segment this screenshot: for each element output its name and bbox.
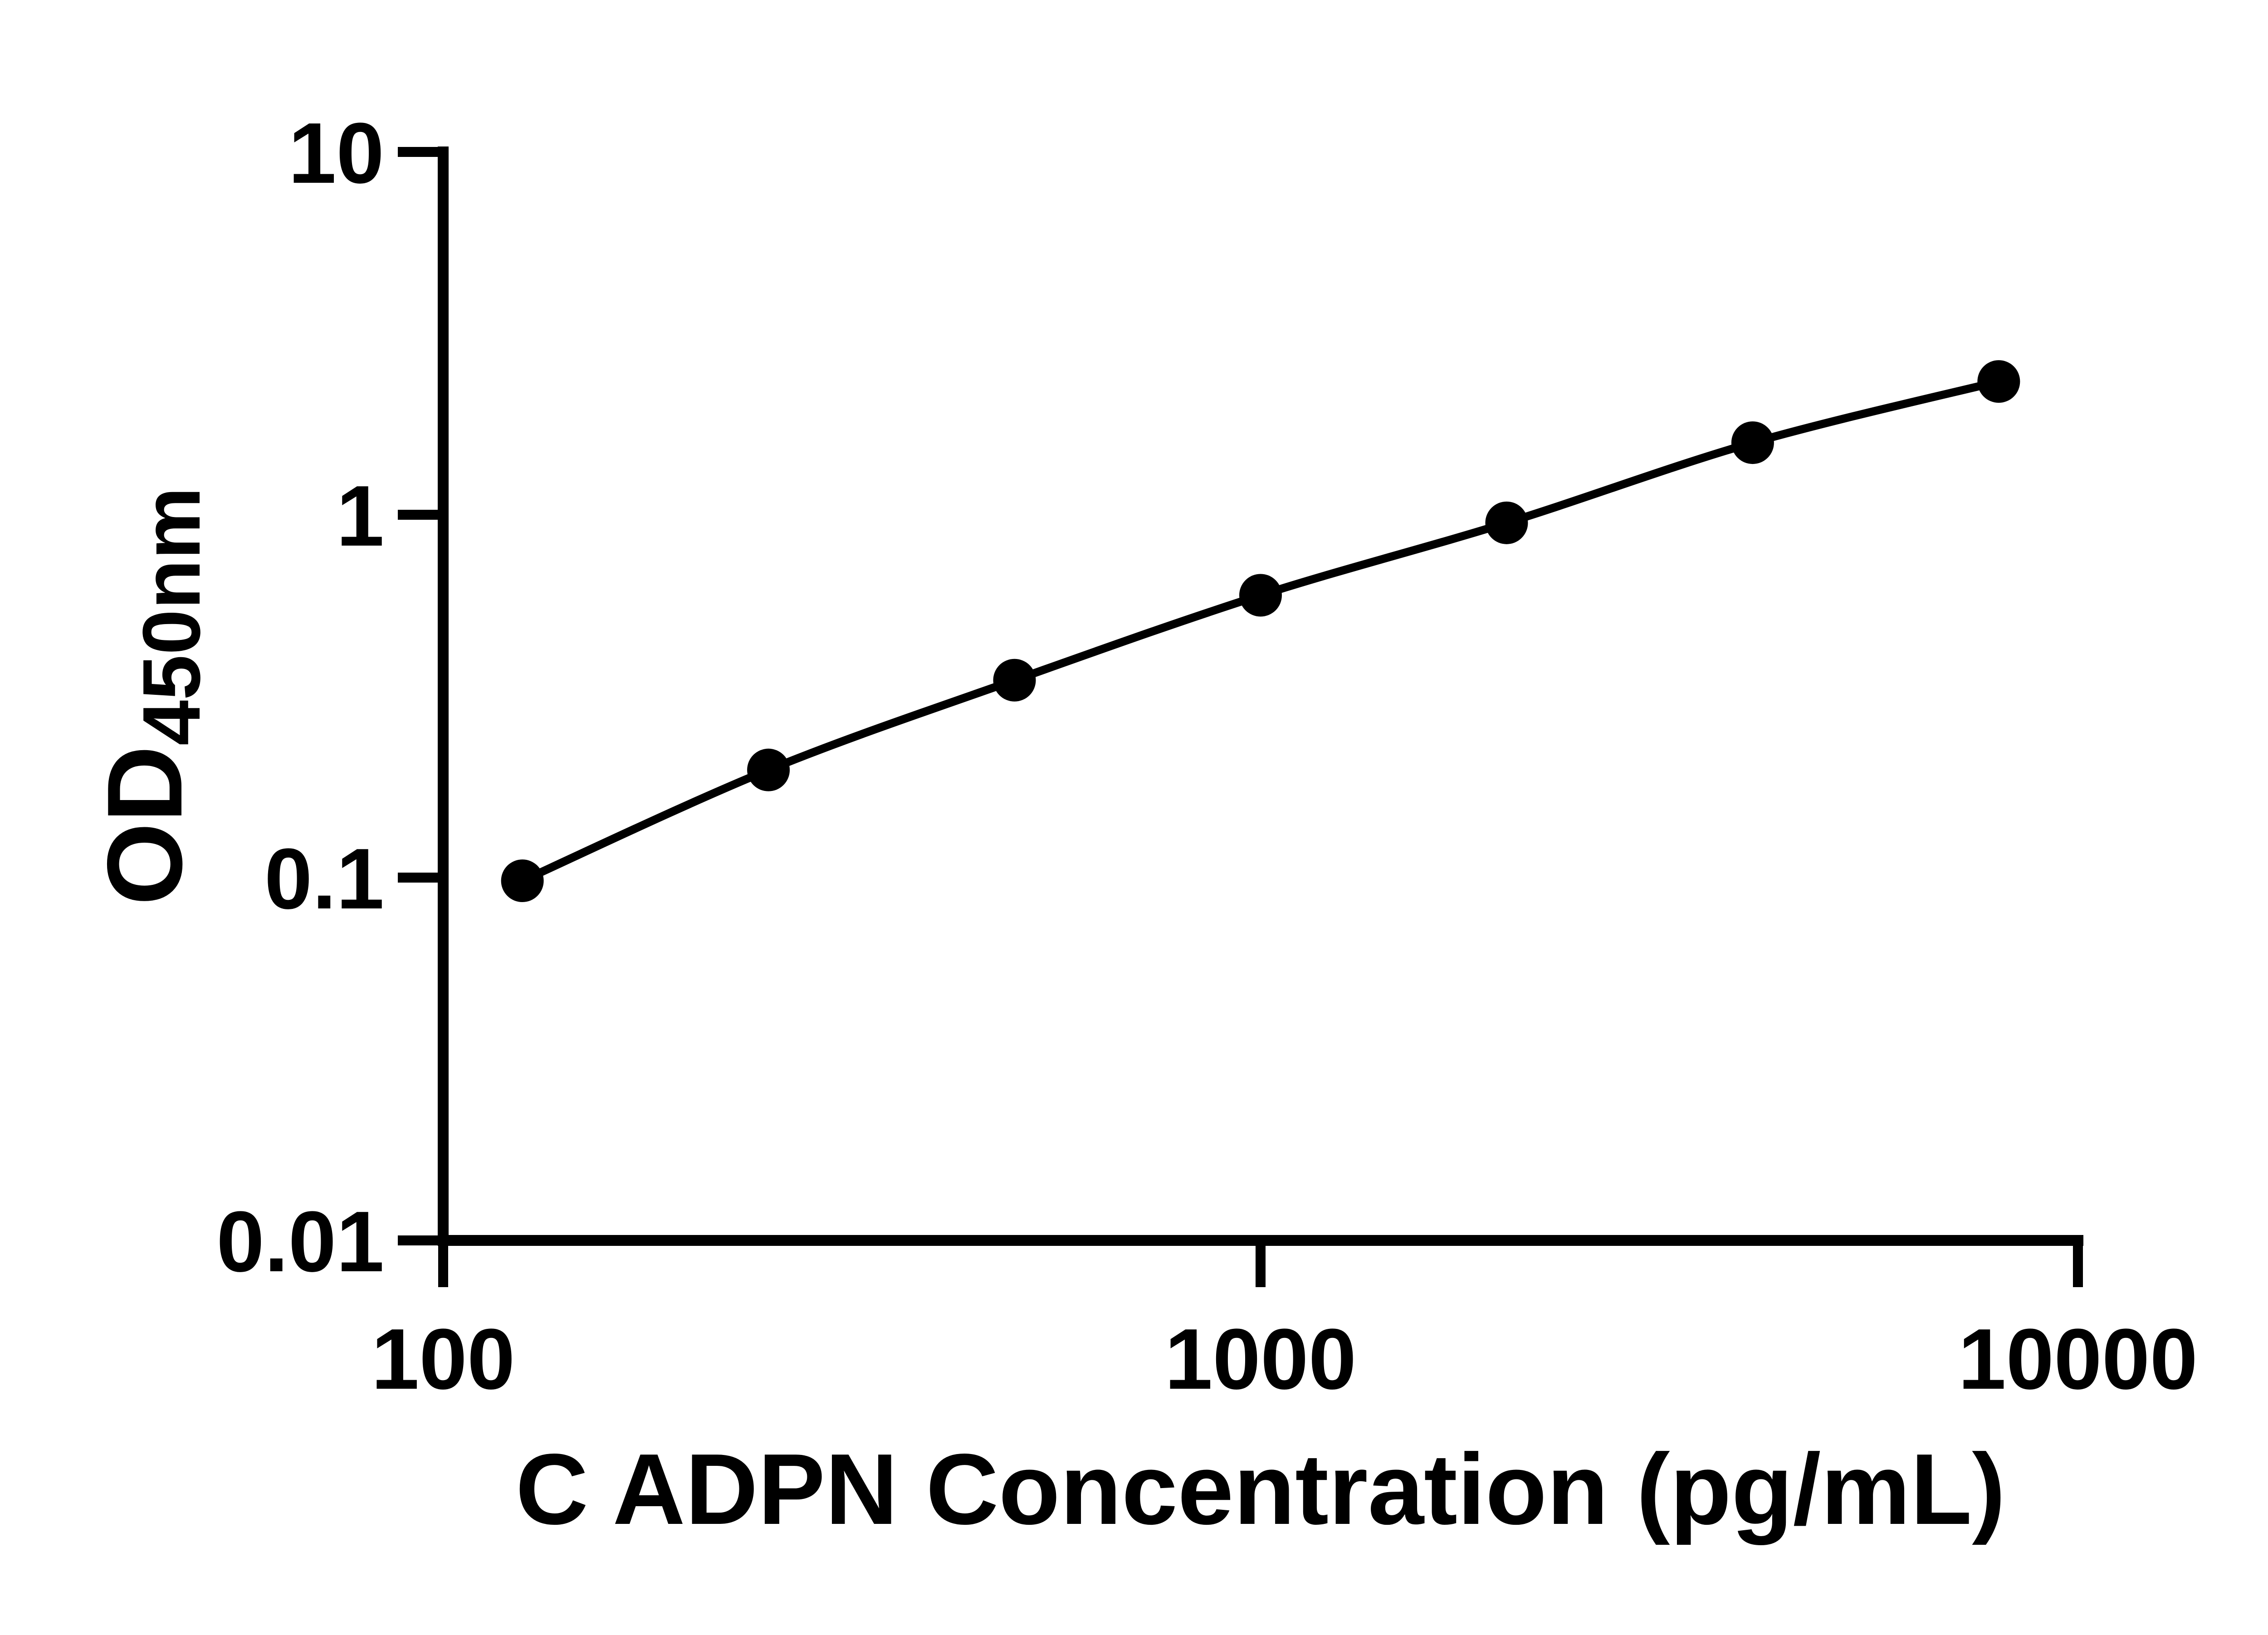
x-tick-label-1000: 1000: [1165, 1311, 1357, 1407]
x-axis-title: C ADPN Concentration (pg/mL): [516, 1433, 2006, 1546]
x-axis-ticks: 100 1000 10000: [371, 1240, 2198, 1407]
standard-curve-line: [520, 377, 2000, 885]
y-tick-label-0.1: 0.1: [264, 831, 384, 927]
data-series: [501, 360, 2020, 903]
x-tick-label-100: 100: [371, 1311, 515, 1407]
data-point-1000pg-ml: [1239, 574, 1282, 617]
data-point-250pg-ml: [747, 748, 790, 791]
y-axis-title-subscript: 450nm: [126, 487, 217, 746]
y-tick-label-0.01: 0.01: [216, 1194, 384, 1290]
data-point-125pg-ml: [501, 859, 544, 903]
axes: [438, 146, 2083, 1246]
x-tick-label-10000: 10000: [1958, 1311, 2198, 1407]
y-axis-title: OD450nm: [85, 487, 217, 906]
data-point-8000pg-ml: [1977, 360, 2020, 403]
data-point-2000pg-ml: [1485, 501, 1528, 544]
y-tick-label-10: 10: [288, 105, 384, 201]
data-point-4000pg-ml: [1731, 421, 1774, 464]
data-point-500pg-ml: [993, 659, 1036, 702]
y-axis-title-main: OD: [85, 746, 204, 906]
y-tick-label-1: 1: [336, 468, 384, 564]
y-axis-ticks: 10 1 0.1 0.01: [216, 105, 443, 1290]
